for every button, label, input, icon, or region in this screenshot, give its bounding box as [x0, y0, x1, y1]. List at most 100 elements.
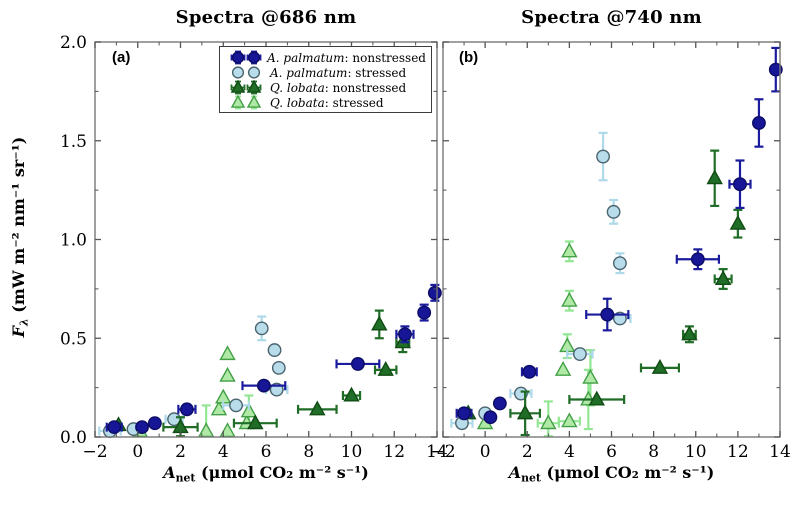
- y-tick-label: 0.5: [60, 329, 87, 349]
- legend-item: A. palmatum: stressed: [225, 65, 426, 80]
- lobata-stressed-marker-icon: [230, 95, 262, 110]
- x-tick-label: 6: [606, 442, 617, 462]
- y-tick-label: 1.5: [60, 132, 87, 152]
- data-point: [514, 386, 528, 401]
- data-point: [247, 51, 261, 64]
- x-tick-label: 8: [648, 442, 659, 462]
- data-point: [231, 66, 245, 79]
- x-axis-subscript: net: [521, 471, 541, 485]
- data-point: [256, 378, 271, 393]
- x-axis-variable: A: [163, 463, 176, 482]
- data-point: [230, 95, 246, 108]
- y-axis-units: (mW m⁻² nm⁻¹ sr⁻¹): [9, 136, 28, 319]
- data-point: [554, 361, 572, 376]
- data-point: [254, 321, 269, 336]
- x-tick-label: 10: [341, 442, 363, 462]
- data-point: [417, 305, 432, 320]
- x-axis-variable: A: [508, 463, 522, 482]
- data-point: [350, 357, 365, 371]
- legend-label: Q. lobata: nonstressed: [270, 80, 407, 95]
- data-point: [247, 66, 261, 79]
- x-axis-units: (μmol CO₂ m⁻² s⁻¹): [195, 463, 369, 482]
- data-point: [768, 62, 783, 77]
- data-point: [230, 80, 246, 93]
- data-point: [681, 325, 698, 341]
- data-point: [197, 422, 215, 438]
- x-tick-label: 2: [175, 442, 186, 462]
- data-point: [561, 412, 578, 428]
- x-tick-label: 12: [727, 442, 749, 462]
- data-point: [706, 169, 723, 185]
- data-point: [733, 177, 747, 192]
- data-point: [398, 327, 412, 342]
- data-point: [606, 204, 621, 219]
- x-tick-label: 14: [426, 442, 448, 462]
- x-tick-label: 10: [685, 442, 707, 462]
- data-point: [572, 347, 587, 361]
- y-axis-subscript: λ: [17, 318, 31, 326]
- data-point: [107, 420, 122, 435]
- series-triangle: [460, 149, 747, 437]
- data-point: [219, 366, 236, 382]
- panel-a-title: Spectra @686 nm: [175, 7, 357, 28]
- x-axis-title-b: Anet (μmol CO₂ m⁻² s⁻¹): [443, 463, 780, 484]
- x-axis-subscript: net: [175, 471, 196, 485]
- x-tick-label: −2: [430, 442, 455, 462]
- data-point: [752, 116, 766, 130]
- y-tick-label: 2.0: [60, 33, 87, 53]
- data-point: [427, 285, 442, 300]
- y-tick-label: 1.0: [60, 231, 87, 251]
- x-tick-label: 2: [522, 442, 533, 462]
- data-point: [540, 414, 557, 430]
- data-point: [343, 386, 360, 402]
- data-point: [516, 404, 534, 420]
- data-point: [309, 400, 326, 416]
- data-point: [240, 402, 258, 418]
- series-circle: [105, 283, 442, 435]
- legend-label: A. palmatum: stressed: [270, 65, 407, 80]
- x-tick-label: 6: [261, 442, 272, 462]
- series-circle: [98, 315, 289, 438]
- panel-b-title: Spectra @740 nm: [521, 7, 702, 28]
- data-point: [522, 364, 537, 379]
- y-tick-label: 0.0: [60, 428, 87, 448]
- panel-b-label: (b): [459, 49, 479, 66]
- series-triangle: [476, 240, 599, 438]
- series-circle: [450, 131, 632, 431]
- data-point: [588, 390, 605, 406]
- x-tick-label: 14: [769, 442, 791, 462]
- x-axis-title-a: Anet (μmol CO₂ m⁻² s⁻¹): [95, 463, 437, 484]
- data-point: [147, 416, 162, 431]
- data-point: [613, 256, 627, 271]
- data-point: [600, 307, 615, 322]
- y-axis-title: Fλ (mW m⁻² nm⁻¹ sr⁻¹): [9, 76, 31, 398]
- series-circle: [455, 46, 783, 425]
- legend-label: Q. lobata: stressed: [270, 95, 384, 110]
- x-tick-label: −2: [82, 442, 107, 462]
- x-tick-label: 12: [383, 442, 405, 462]
- legend-item: A. palmatum: nonstressed: [225, 50, 426, 65]
- legend-label: A. palmatum: nonstressed: [267, 50, 426, 65]
- data-point: [377, 361, 394, 376]
- x-tick-label: 4: [564, 442, 575, 462]
- lobata-nonstressed-marker-icon: [230, 80, 262, 95]
- data-point: [582, 368, 599, 384]
- data-point: [229, 398, 243, 413]
- data-point: [371, 315, 388, 331]
- x-axis-units: (μmol CO₂ m⁻² s⁻¹): [540, 463, 715, 482]
- data-point: [561, 242, 578, 258]
- data-point: [561, 291, 578, 307]
- panel: −2 0 2 4 6 8 10 12 14: [430, 41, 791, 462]
- data-point: [596, 149, 610, 164]
- data-point: [246, 80, 262, 93]
- data-point: [457, 406, 471, 421]
- axes-frame: [442, 41, 781, 438]
- y-axis-variable: F: [9, 325, 28, 338]
- data-point: [271, 360, 286, 375]
- data-point: [135, 420, 149, 435]
- legend: A. palmatum: nonstressed A. palmatum: st…: [219, 46, 432, 113]
- data-point: [267, 343, 282, 358]
- x-tick-label: 0: [480, 442, 491, 462]
